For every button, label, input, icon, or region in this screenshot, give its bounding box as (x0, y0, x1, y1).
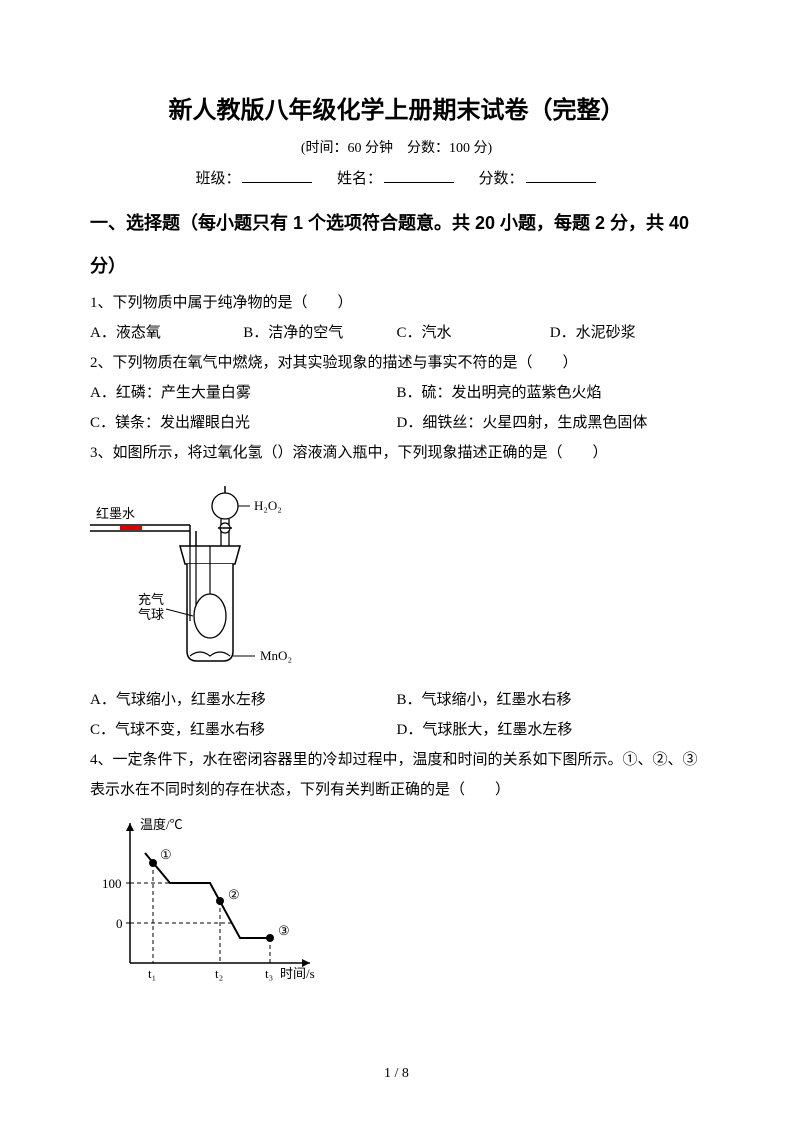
class-blank (242, 167, 312, 183)
x-tick-3: t₃ (265, 966, 273, 981)
subtitle-prefix: (时间： (301, 141, 348, 156)
point-2-label: ② (228, 887, 240, 902)
score-field-label: 分数： (479, 171, 524, 187)
q1-options: A．液态氧 B．洁净的空气 C．汽水 D．水泥砂浆 (90, 318, 703, 348)
student-info-line: 班级： 姓名： 分数： (90, 167, 703, 188)
q2-option-b: B．硫：发出明亮的蓝紫色火焰 (397, 378, 704, 408)
q3-options-row2: C．气球不变，红墨水右移 D．气球胀大，红墨水左移 (90, 715, 703, 745)
x-tick-2: t₂ (215, 966, 223, 981)
ink-label: 红墨水 (96, 506, 135, 521)
exam-meta: (时间：60 分钟 分数：100 分) (90, 137, 703, 157)
q2-options-row1: A．红磷：产生大量白雾 B．硫：发出明亮的蓝紫色火焰 (90, 378, 703, 408)
name-label: 姓名： (337, 171, 382, 187)
q2-options-row2: C．镁条：发出耀眼白光 D．细铁丝：火星四射，生成黑色固体 (90, 408, 703, 438)
q1-option-c: C．汽水 (397, 318, 550, 348)
q1-option-b: B．洁净的空气 (243, 318, 396, 348)
h2o2-label: H₂O₂ (254, 498, 282, 513)
x-tick-1: t₁ (148, 966, 156, 981)
q2-option-c: C．镁条：发出耀眼白光 (90, 408, 397, 438)
section-1-heading: 一、选择题（每小题只有 1 个选项符合题意。共 20 小题，每题 2 分，共 4… (90, 202, 703, 288)
balloon-icon (194, 594, 226, 638)
q3-stem: 3、如图所示，将过氧化氢（）溶液滴入瓶中，下列现象描述正确的是（ ） (90, 438, 703, 468)
q2-stem: 2、下列物质在氧气中燃烧，对其实验现象的描述与事实不符的是（ ） (90, 348, 703, 378)
arrow-up-icon (126, 823, 134, 831)
subtitle-suffix: ) (488, 141, 493, 156)
red-ink-icon (120, 526, 142, 530)
q4-chart: 温度/℃ 100 0 时间/s ① ② ③ t₁ t₂ t₃ (90, 813, 703, 988)
q3-option-a: A．气球缩小，红墨水左移 (90, 685, 397, 715)
q1-option-d: D．水泥砂浆 (550, 318, 703, 348)
q2-option-d: D．细铁丝：火星四射，生成黑色固体 (397, 408, 704, 438)
score-label: 分数： (407, 141, 449, 156)
q3-option-b: B．气球缩小，红墨水右移 (397, 685, 704, 715)
name-blank (384, 167, 454, 183)
page-number: 1 / 8 (0, 1066, 793, 1082)
mno2-label: MnO₂ (260, 648, 292, 663)
total-score: 100 分 (449, 141, 488, 156)
y-tick-0: 0 (116, 916, 123, 931)
point-3-label: ③ (278, 923, 290, 938)
page-title: 新人教版八年级化学上册期末试卷（完整） (90, 90, 703, 125)
class-label: 班级： (195, 171, 240, 187)
q3-figure: 红墨水 充气 气球 MnO₂ (90, 476, 703, 681)
q4-stem: 4、一定条件下，水在密闭容器里的冷却过程中，温度和时间的关系如下图所示。①、②、… (90, 745, 703, 805)
y-axis-label: 温度/℃ (140, 817, 183, 832)
time-value: 60 分钟 (348, 141, 394, 156)
q3-option-c: C．气球不变，红墨水右移 (90, 715, 397, 745)
q3-options-row1: A．气球缩小，红墨水左移 B．气球缩小，红墨水右移 (90, 685, 703, 715)
q3-option-d: D．气球胀大，红墨水左移 (397, 715, 704, 745)
q1-stem: 1、下列物质中属于纯净物的是（ ） (90, 288, 703, 318)
q1-option-a: A．液态氧 (90, 318, 243, 348)
score-blank (526, 167, 596, 183)
balloon-label-2: 气球 (138, 607, 164, 622)
point-1-label: ① (160, 847, 172, 862)
y-tick-100: 100 (102, 876, 122, 891)
funnel-icon (212, 493, 238, 519)
x-axis-label: 时间/s (280, 966, 315, 981)
q2-option-a: A．红磷：产生大量白雾 (90, 378, 397, 408)
balloon-label-1: 充气 (138, 592, 164, 607)
